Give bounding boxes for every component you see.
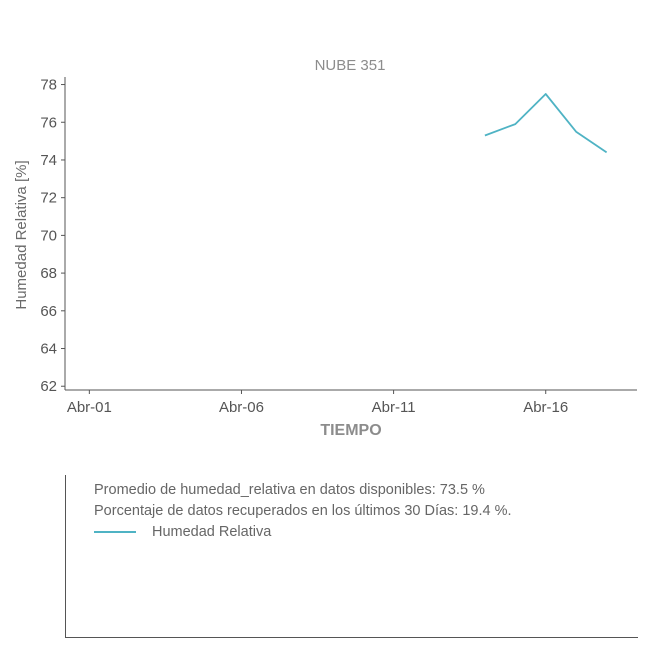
x-tick-label: Abr-06 (219, 399, 264, 416)
x-tick-label: Abr-11 (372, 399, 416, 416)
y-tick-label: 62 (40, 378, 57, 395)
average-text: Promedio de humedad_relativa en datos di… (94, 482, 485, 498)
x-axis-label: TIEMPO (320, 422, 381, 439)
legend-label: Humedad Relativa (152, 524, 272, 540)
chart-title: NUBE 351 (315, 57, 386, 74)
series-line-humedad-relativa (484, 93, 608, 154)
x-tick-label: Abr-16 (523, 399, 568, 416)
x-tick-label: Abr-01 (67, 399, 112, 416)
chart-axes (64, 77, 637, 391)
series-group (484, 93, 608, 154)
legend: Humedad Relativa (94, 524, 271, 540)
y-tick-label: 76 (40, 114, 57, 131)
y-tick-label: 72 (40, 190, 57, 207)
humidity-chart: NUBE 351 62 64 66 68 70 72 74 76 78 Abr-01 Abr-06… (13, 57, 637, 439)
y-tick-label: 64 (40, 341, 57, 358)
y-tick-label: 68 (40, 265, 57, 282)
y-axis-label: Humedad Relativa [%] (13, 160, 30, 309)
x-ticks: Abr-01 Abr-06 Abr-11 Abr-16 (67, 390, 568, 416)
y-tick-label: 74 (40, 152, 57, 169)
y-tick-label: 70 (40, 227, 57, 244)
recovered-percentage-text: Porcentaje de datos recuperados en los ú… (94, 503, 512, 519)
y-ticks: 62 64 66 68 70 72 74 76 78 (40, 77, 65, 395)
legend-swatch (94, 531, 136, 533)
y-tick-label: 78 (40, 77, 57, 94)
y-tick-label: 66 (40, 303, 57, 320)
info-panel: Promedio de humedad_relativa en datos di… (65, 475, 638, 638)
